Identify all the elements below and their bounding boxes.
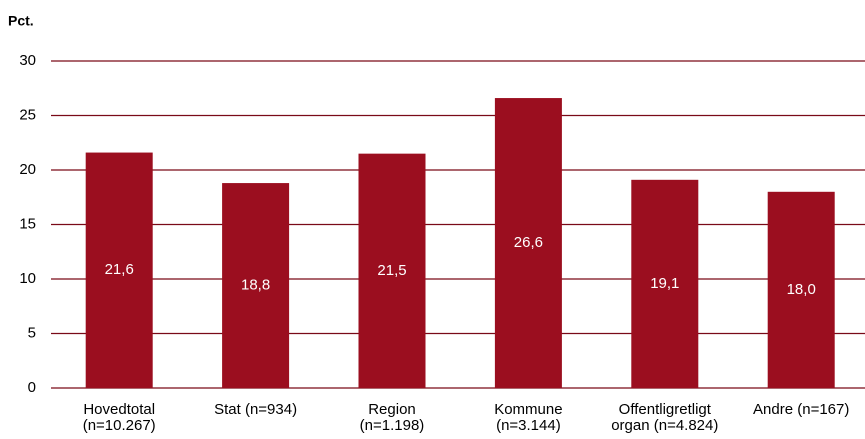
bar [767,191,835,388]
y-tick-label: 5 [28,324,36,341]
bar [85,152,153,388]
value-label: 18,8 [241,277,270,294]
y-tick-label: 20 [19,161,36,178]
x-tick-label: Andre (n=167) [753,401,849,418]
value-label: 21,6 [105,261,134,278]
y-tick-label: 10 [19,270,36,287]
bar [494,98,562,388]
x-tick-label: Kommune (n=3.144) [494,401,562,434]
value-label: 26,6 [514,234,543,251]
y-tick-label: 30 [19,52,36,69]
x-tick-label: Region (n=1.198) [360,401,425,434]
bar [222,183,290,388]
x-tick-label: Hovedtotal (n=10.267) [83,401,156,434]
y-tick-label: 0 [28,379,36,396]
bar [358,153,426,388]
bar [631,179,699,388]
value-label: 18,0 [787,281,816,298]
y-axis-label: Pct. [8,13,34,29]
value-label: 19,1 [650,275,679,292]
value-label: 21,5 [377,262,406,279]
x-tick-label: Offentligretligt organ (n=4.824) [611,401,718,434]
x-tick-label: Stat (n=934) [214,401,297,418]
y-tick-label: 25 [19,106,36,123]
y-tick-label: 15 [19,215,36,232]
